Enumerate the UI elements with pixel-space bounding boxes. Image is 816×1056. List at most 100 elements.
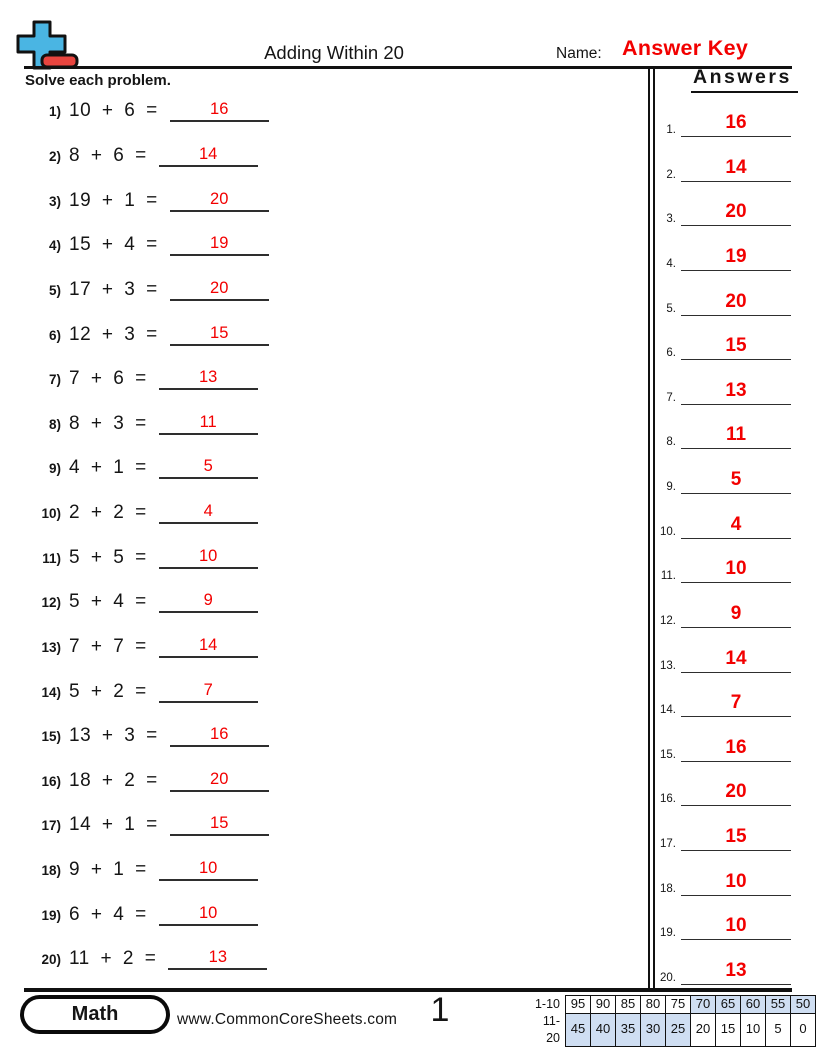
answers-value: 14 bbox=[725, 156, 747, 178]
answers-value: 9 bbox=[730, 602, 742, 624]
problem-number: 20) bbox=[41, 952, 61, 968]
answers-number: 1. bbox=[666, 124, 676, 136]
answers-row: 10. 4 bbox=[652, 508, 791, 539]
answer-blank: 11 bbox=[158, 406, 258, 435]
answers-number: 20. bbox=[660, 971, 676, 984]
problem-expression: 7 + 7 = bbox=[69, 635, 147, 657]
answer-blank: 20 bbox=[169, 763, 269, 792]
answers-line: 11 bbox=[681, 418, 791, 450]
problem-number: 2) bbox=[48, 149, 61, 165]
answers-number: 2. bbox=[666, 168, 676, 181]
score-cell: 40 bbox=[590, 1012, 616, 1047]
problem-expression: 15 + 4 = bbox=[69, 234, 158, 256]
answer-value: 15 bbox=[210, 323, 229, 342]
answers-line: 13 bbox=[681, 374, 791, 405]
problem-row: 4) 15 + 4 = 19 bbox=[24, 227, 269, 257]
page-number: 1 bbox=[430, 991, 450, 1029]
answers-value: 16 bbox=[725, 112, 747, 133]
answer-blank: 7 bbox=[158, 674, 258, 703]
answers-value: 10 bbox=[725, 870, 747, 892]
answer-value: 5 bbox=[203, 457, 213, 476]
answers-line: 10 bbox=[681, 552, 791, 584]
plus-minus-logo bbox=[16, 20, 79, 70]
problem-row: 7) 7 + 6 = 13 bbox=[24, 361, 258, 391]
answers-value: 15 bbox=[725, 826, 747, 848]
answer-value: 14 bbox=[198, 145, 218, 164]
answers-number: 9. bbox=[666, 481, 676, 494]
answers-row: 17. 15 bbox=[652, 820, 791, 852]
answer-blank: 16 bbox=[169, 718, 269, 748]
score-cell: 0 bbox=[790, 1012, 816, 1047]
answers-row: 18. 10 bbox=[652, 865, 791, 896]
score-cell: 10 bbox=[740, 1012, 766, 1047]
answers-line: 10 bbox=[681, 909, 791, 941]
problem-expression: 8 + 3 = bbox=[69, 412, 147, 434]
answer-blank: 16 bbox=[169, 93, 269, 123]
problem-expression: 5 + 4 = bbox=[69, 591, 147, 613]
answers-value: 7 bbox=[730, 692, 742, 714]
problem-row: 12) 5 + 4 = 9 bbox=[24, 584, 258, 614]
answer-value: 10 bbox=[198, 859, 218, 878]
problem-number: 5) bbox=[48, 282, 61, 298]
problem-expression: 10 + 6 = bbox=[69, 100, 158, 122]
answers-row: 7. 13 bbox=[652, 374, 791, 405]
answers-row: 8. 11 bbox=[652, 418, 791, 450]
answer-blank: 20 bbox=[169, 272, 269, 301]
score-cell: 60 bbox=[740, 995, 766, 1014]
problem-expression: 12 + 3 = bbox=[69, 323, 158, 345]
answers-line: 13 bbox=[681, 954, 791, 985]
problem-expression: 6 + 4 = bbox=[69, 903, 147, 925]
answer-value: 10 bbox=[198, 546, 218, 565]
answers-row: 1. 16 bbox=[652, 106, 791, 137]
problem-expression: 5 + 5 = bbox=[69, 546, 147, 568]
score-cell: 75 bbox=[665, 995, 691, 1014]
problem-number: 10) bbox=[41, 506, 61, 522]
answer-blank: 14 bbox=[158, 138, 258, 168]
score-cell: 95 bbox=[565, 995, 591, 1014]
answers-number: 8. bbox=[666, 436, 676, 449]
website-url: www.CommonCoreSheets.com bbox=[177, 1011, 398, 1028]
answers-value: 10 bbox=[725, 558, 747, 580]
problem-row: 16) 18 + 2 = 20 bbox=[24, 763, 269, 792]
problem-row: 20) 11 + 2 = 13 bbox=[24, 941, 268, 971]
answers-number: 4. bbox=[666, 257, 676, 270]
problem-number: 12) bbox=[41, 595, 61, 611]
answers-value: 4 bbox=[730, 513, 742, 535]
answers-line: 15 bbox=[681, 329, 791, 361]
answer-value: 16 bbox=[210, 100, 229, 119]
answers-value: 13 bbox=[725, 959, 747, 981]
problem-expression: 18 + 2 = bbox=[69, 769, 158, 791]
answer-blank: 15 bbox=[169, 807, 269, 837]
problem-number: 3) bbox=[48, 193, 61, 209]
answer-value: 14 bbox=[198, 635, 218, 654]
name-label: Name: bbox=[556, 45, 602, 62]
answer-blank: 13 bbox=[168, 941, 268, 971]
answers-number: 6. bbox=[666, 347, 676, 360]
score-cell: 35 bbox=[615, 1012, 641, 1047]
answers-value: 10 bbox=[725, 915, 747, 937]
subject-badge-label: Math bbox=[24, 999, 166, 1030]
problem-number: 6) bbox=[48, 327, 61, 343]
answers-value: 15 bbox=[725, 335, 747, 357]
answers-value: 13 bbox=[725, 379, 747, 401]
problem-expression: 9 + 1 = bbox=[69, 859, 147, 881]
answers-value: 14 bbox=[725, 647, 747, 669]
answer-value: 7 bbox=[203, 680, 213, 699]
score-table: 1-10 95 90 85 80 75 70 65 60 55 50 11-20 45 40 35 30 25 2… bbox=[530, 995, 816, 1047]
answer-value: 10 bbox=[198, 903, 218, 922]
score-row: 11-20 45 40 35 30 25 20 15 10 5 0 bbox=[530, 1012, 816, 1047]
answers-heading: Answers bbox=[691, 66, 798, 93]
answers-row: 16. 20 bbox=[652, 775, 791, 807]
problem-row: 13) 7 + 7 = 14 bbox=[24, 629, 258, 658]
answers-row: 9. 5 bbox=[652, 463, 791, 495]
answers-line: 10 bbox=[681, 865, 791, 896]
answers-line: 16 bbox=[681, 731, 791, 762]
answers-value: 20 bbox=[725, 201, 747, 223]
score-cell: 5 bbox=[765, 1012, 791, 1047]
score-row-label: 1-10 bbox=[534, 997, 560, 1011]
answer-value: 19 bbox=[210, 234, 229, 253]
column-divider bbox=[648, 68, 655, 988]
answer-value: 20 bbox=[210, 769, 229, 788]
answers-row: 15. 16 bbox=[652, 731, 791, 762]
problem-row: 17) 14 + 1 = 15 bbox=[24, 807, 269, 837]
